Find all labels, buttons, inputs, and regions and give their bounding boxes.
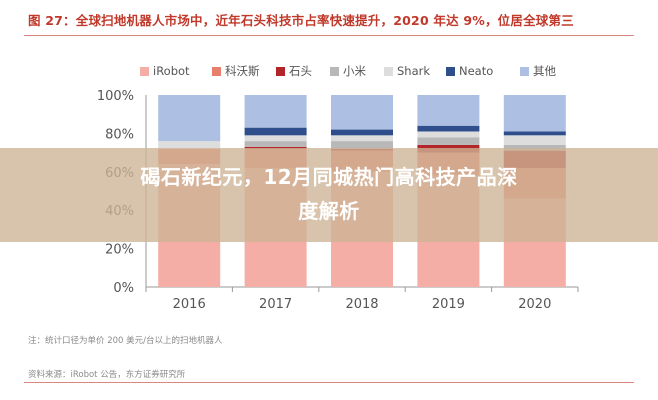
- legend-swatch: [446, 66, 455, 76]
- chart-source: 资料来源：iRobot 公告，东方证券研究所: [28, 370, 186, 380]
- legend-item: Neato: [446, 62, 493, 80]
- bar-segment: [503, 135, 566, 145]
- legend-swatch: [520, 66, 529, 76]
- legend-swatch: [384, 66, 393, 76]
- headline-line-1: 碣石新纪元，12月同城热门高科技产品深: [140, 165, 518, 189]
- bar-segment: [503, 144, 566, 151]
- legend-label: 石头: [289, 64, 312, 78]
- headline: 碣石新纪元，12月同城热门高科技产品深 度解析: [0, 160, 658, 228]
- chart-legend: iRobot 科沃斯 石头 小米 Shark Neato 其他: [140, 62, 590, 80]
- bar-segment: [244, 146, 307, 149]
- y-tick-label: 0%: [113, 281, 134, 296]
- legend-label: iRobot: [153, 64, 190, 78]
- bar-segment: [158, 141, 221, 149]
- legend-label: 小米: [343, 64, 366, 78]
- bar-segment: [503, 95, 566, 132]
- headline-line-2: 度解析: [298, 199, 360, 223]
- bar-segment: [417, 137, 480, 145]
- x-tick-label: 2016: [173, 297, 206, 312]
- legend-label: Shark: [397, 64, 431, 78]
- bar-segment: [331, 135, 393, 142]
- legend-item: Shark: [384, 62, 430, 80]
- x-tick-label: 2017: [259, 297, 292, 312]
- bar-segment: [503, 131, 566, 136]
- legend-swatch: [330, 66, 339, 76]
- bar-segment: [417, 131, 480, 138]
- legend-item: 石头: [276, 62, 312, 80]
- bar-segment: [417, 125, 480, 132]
- chart-note: 注：统计口径为单价 200 美元/台以上的扫地机器人: [28, 336, 223, 346]
- bar-segment: [331, 95, 393, 130]
- legend-item: 小米: [330, 62, 366, 80]
- legend-label: 科沃斯: [225, 64, 260, 78]
- legend-item: iRobot: [140, 62, 190, 80]
- bar-segment: [331, 129, 393, 136]
- legend-swatch: [212, 66, 221, 76]
- x-tick-label: 2020: [518, 297, 551, 312]
- bar-segment: [244, 135, 307, 142]
- legend-label: Neato: [459, 64, 494, 78]
- legend-label: 其他: [533, 64, 556, 78]
- bar-segment: [244, 127, 307, 136]
- bottom-divider: [24, 382, 634, 383]
- legend-item: 其他: [520, 62, 556, 80]
- bar-segment: [417, 95, 480, 126]
- figure-title: 图 27：全球扫地机器人市场中，近年石头科技市占率快速提升，2020 年达 9%…: [28, 13, 574, 28]
- legend-swatch: [140, 66, 149, 76]
- legend-swatch: [276, 66, 285, 76]
- bar-segment: [158, 95, 221, 142]
- legend-item: 科沃斯: [212, 62, 260, 80]
- bar-segment: [244, 141, 307, 147]
- bar-segment: [331, 141, 393, 149]
- x-tick-label: 2018: [345, 297, 378, 312]
- y-tick-label: 20%: [105, 243, 134, 258]
- bar-segment: [244, 95, 307, 128]
- title-divider: [24, 35, 634, 36]
- y-tick-label: 80%: [105, 127, 134, 142]
- x-tick-label: 2019: [432, 297, 465, 312]
- headline-banner: [0, 148, 658, 242]
- y-tick-label: 100%: [97, 89, 134, 104]
